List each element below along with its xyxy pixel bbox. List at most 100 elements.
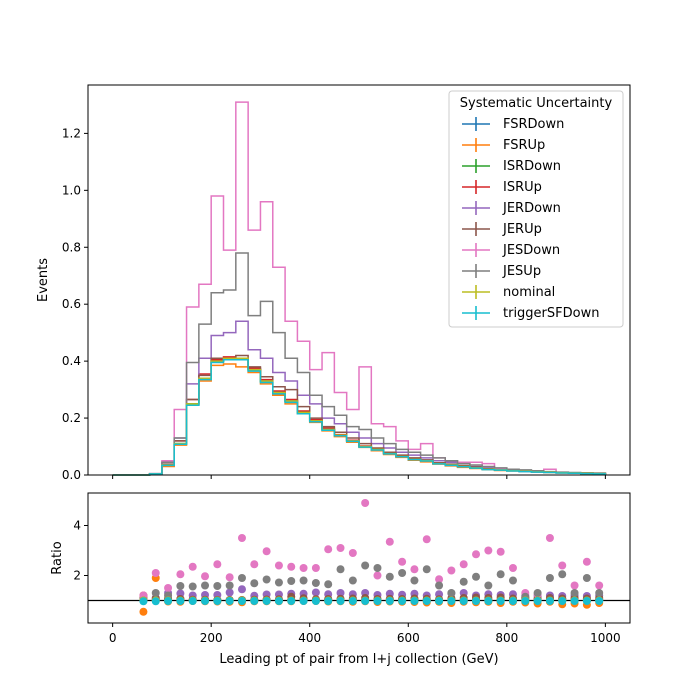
ratio-series-jesup <box>139 561 604 605</box>
ratio-point <box>274 561 283 570</box>
ratio-point <box>459 560 468 569</box>
events-panel: 0.0 0.2 0.4 0.6 0.8 1.0 1.2 Events Systematic … <box>36 84 631 482</box>
ratio-point <box>472 572 481 581</box>
ratio-point <box>595 589 604 597</box>
ratio-point <box>398 557 407 566</box>
legend: Systematic Uncertainty FSRDown FSRUp ISRDo… <box>448 90 624 328</box>
ratio-point <box>582 557 591 566</box>
ratio-point <box>373 571 382 580</box>
events-ytick-label: 0.6 <box>62 297 81 311</box>
x-ticks-ratio: 0 200 400 600 800 1000 <box>109 623 621 645</box>
ratio-xtick-label: 200 <box>200 631 223 645</box>
legend-entry-jesup: JESUp <box>462 264 541 279</box>
ratio-point <box>533 597 542 605</box>
legend-entry-jerup: JERUp <box>462 222 542 237</box>
ratio-point <box>447 597 456 605</box>
ratio-xtick-label: 1000 <box>590 631 621 645</box>
ratio-point <box>176 582 185 590</box>
ratio-point <box>373 564 382 572</box>
ratio-point <box>237 585 246 594</box>
ratio-point <box>250 560 259 569</box>
ratio-point <box>336 544 345 552</box>
ratio-point <box>324 545 333 554</box>
ratio-point <box>398 569 407 577</box>
ratio-series-triggersfdown <box>139 597 604 606</box>
ratio-point <box>435 597 444 605</box>
ratio-panel: 24 0 200 400 600 800 1000 Ratio Leading pt of… <box>50 492 631 667</box>
ratio-point <box>508 576 517 585</box>
ratio-point <box>201 597 210 605</box>
ratio-point <box>410 565 419 574</box>
ratio-point <box>164 584 173 592</box>
ratio-point <box>213 597 222 605</box>
events-ytick-label: 1.2 <box>62 126 81 140</box>
ratio-point <box>139 607 148 616</box>
ratio-point <box>459 577 468 586</box>
ratio-point <box>311 564 320 572</box>
legend-title: Systematic Uncertainty <box>460 96 613 111</box>
ratio-point <box>361 561 370 570</box>
ratio-point <box>188 562 197 571</box>
legend-entry-isrdown: ISRDown <box>462 159 561 174</box>
y-ticks-ratio: 24 <box>73 519 88 583</box>
ratio-point <box>521 597 530 605</box>
ratio-point <box>237 534 246 542</box>
ratio-point <box>311 588 320 597</box>
ratio-point <box>225 588 234 597</box>
ratio-point <box>336 597 345 605</box>
ratio-point <box>225 581 234 590</box>
ratio-point <box>287 597 296 605</box>
ratio-ylabel: Ratio <box>50 541 65 574</box>
ratio-point <box>435 575 444 584</box>
histogram-line-triggersfdown <box>112 358 607 476</box>
ratio-point <box>422 597 431 605</box>
ratio-xtick-label: 400 <box>298 631 321 645</box>
histogram-lines <box>112 101 607 476</box>
ratio-point <box>201 581 210 590</box>
events-ytick-label: 0.4 <box>62 354 81 368</box>
ratio-point <box>250 597 259 605</box>
ratio-xtick-label: 0 <box>109 631 117 645</box>
ratio-point <box>287 577 296 585</box>
ratio-point <box>299 597 308 605</box>
ratio-point <box>558 570 567 579</box>
ratio-point <box>348 576 357 585</box>
ratio-point <box>311 597 320 605</box>
legend-entry-jerdown: JERDown <box>462 201 561 216</box>
events-ytick-label: 1.0 <box>62 183 81 197</box>
legend-entry-triggersfdown: triggerSFDown <box>462 306 599 321</box>
ratio-point <box>582 597 591 605</box>
ratio-point <box>262 597 271 605</box>
ratio-point <box>262 575 271 584</box>
ratio-point <box>410 597 419 605</box>
ratio-point <box>570 597 579 605</box>
legend-entry-isrup: ISRUp <box>462 180 542 195</box>
ratio-point <box>385 537 394 546</box>
legend-entries: FSRDown FSRUp ISRDown ISRUp JERDown JERUp JESD… <box>462 117 599 321</box>
x-ticks-events <box>112 475 606 479</box>
ratio-point <box>385 572 394 581</box>
ratio-point <box>595 581 604 590</box>
ratio-point <box>447 589 456 597</box>
ratio-point <box>472 550 481 559</box>
events-ylabel: Events <box>36 258 51 302</box>
ratio-point <box>582 574 591 582</box>
legend-label: ISRUp <box>503 180 542 195</box>
histogram-line-jesup <box>112 252 607 476</box>
legend-label: FSRDown <box>503 117 564 132</box>
ratio-point <box>545 534 554 542</box>
legend-label: FSRUp <box>503 138 545 153</box>
ratio-point <box>151 569 160 577</box>
ratio-point <box>422 535 431 544</box>
ratio-point <box>459 597 468 605</box>
events-axes-frame <box>87 84 631 476</box>
ratio-point <box>496 547 505 556</box>
legend-box <box>448 90 624 328</box>
ratio-point <box>595 597 604 605</box>
ratio-point <box>213 582 222 590</box>
ratio-point <box>188 597 197 605</box>
ratio-point <box>484 597 493 605</box>
legend-entry-fsrup: FSRUp <box>462 138 545 153</box>
ratio-point <box>299 576 308 585</box>
